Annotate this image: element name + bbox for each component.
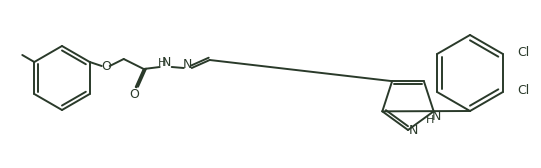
Text: N: N: [408, 123, 418, 136]
Text: N: N: [432, 110, 441, 123]
Text: H: H: [425, 115, 434, 125]
Text: H: H: [157, 58, 166, 68]
Text: Cl: Cl: [517, 83, 529, 96]
Text: N: N: [162, 56, 171, 70]
Text: O: O: [129, 89, 138, 101]
Text: Cl: Cl: [517, 46, 529, 58]
Text: N: N: [183, 57, 193, 71]
Text: O: O: [101, 60, 111, 74]
